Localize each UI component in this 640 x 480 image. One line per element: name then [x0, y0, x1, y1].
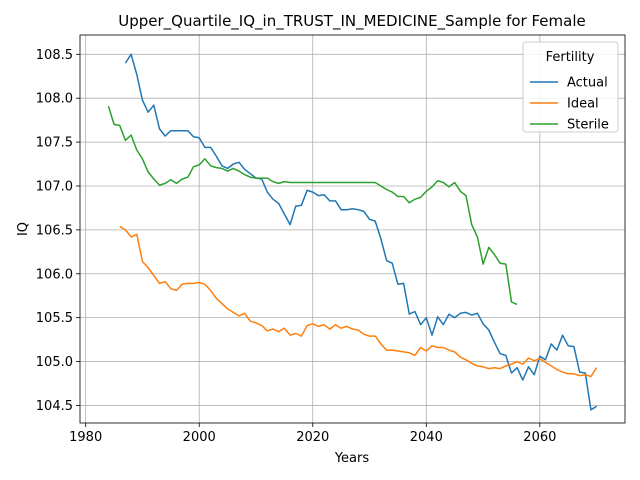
x-tick-label: 2060	[523, 430, 556, 445]
series-line-sterile	[107, 105, 518, 306]
x-tick-label: 2040	[410, 430, 443, 445]
legend-label-actual: Actual	[567, 76, 608, 91]
chart-title: Upper_Quartile_IQ_in_TRUST_IN_MEDICINE_S…	[118, 12, 585, 31]
legend-entries: Actual Ideal Sterile	[530, 76, 609, 133]
axes-frame	[79, 34, 626, 424]
x-tick-label: 1980	[69, 430, 102, 445]
y-tick-label: 106.5	[36, 223, 73, 238]
legend-title: Fertility	[546, 50, 595, 65]
y-tick-label: 105.0	[36, 355, 73, 370]
x-axis-label: Years	[334, 451, 370, 466]
x-tick-label: 2020	[296, 430, 329, 445]
ticks: 1980 2000 2020 2040 2060 104.5 105.0 105.5 106.0…	[36, 48, 557, 445]
legend-label-sterile: Sterile	[567, 118, 609, 133]
legend: Fertility Actual Ideal Sterile	[522, 41, 619, 133]
y-axis-label: IQ	[16, 222, 31, 236]
plot-lines	[107, 53, 598, 411]
y-tick-label: 107.0	[36, 179, 73, 194]
series-line-ideal	[119, 225, 598, 378]
y-tick-label: 106.0	[36, 267, 73, 282]
y-tick-label: 108.5	[36, 48, 73, 63]
y-tick-label: 104.5	[36, 399, 73, 414]
x-tick-label: 2000	[183, 430, 216, 445]
y-tick-label: 105.5	[36, 311, 73, 326]
legend-box	[522, 41, 619, 133]
series-line-actual	[124, 53, 597, 411]
y-tick-label: 107.5	[36, 136, 73, 151]
y-tick-label: 108.0	[36, 92, 73, 107]
legend-label-ideal: Ideal	[567, 97, 599, 112]
grid	[80, 35, 625, 423]
